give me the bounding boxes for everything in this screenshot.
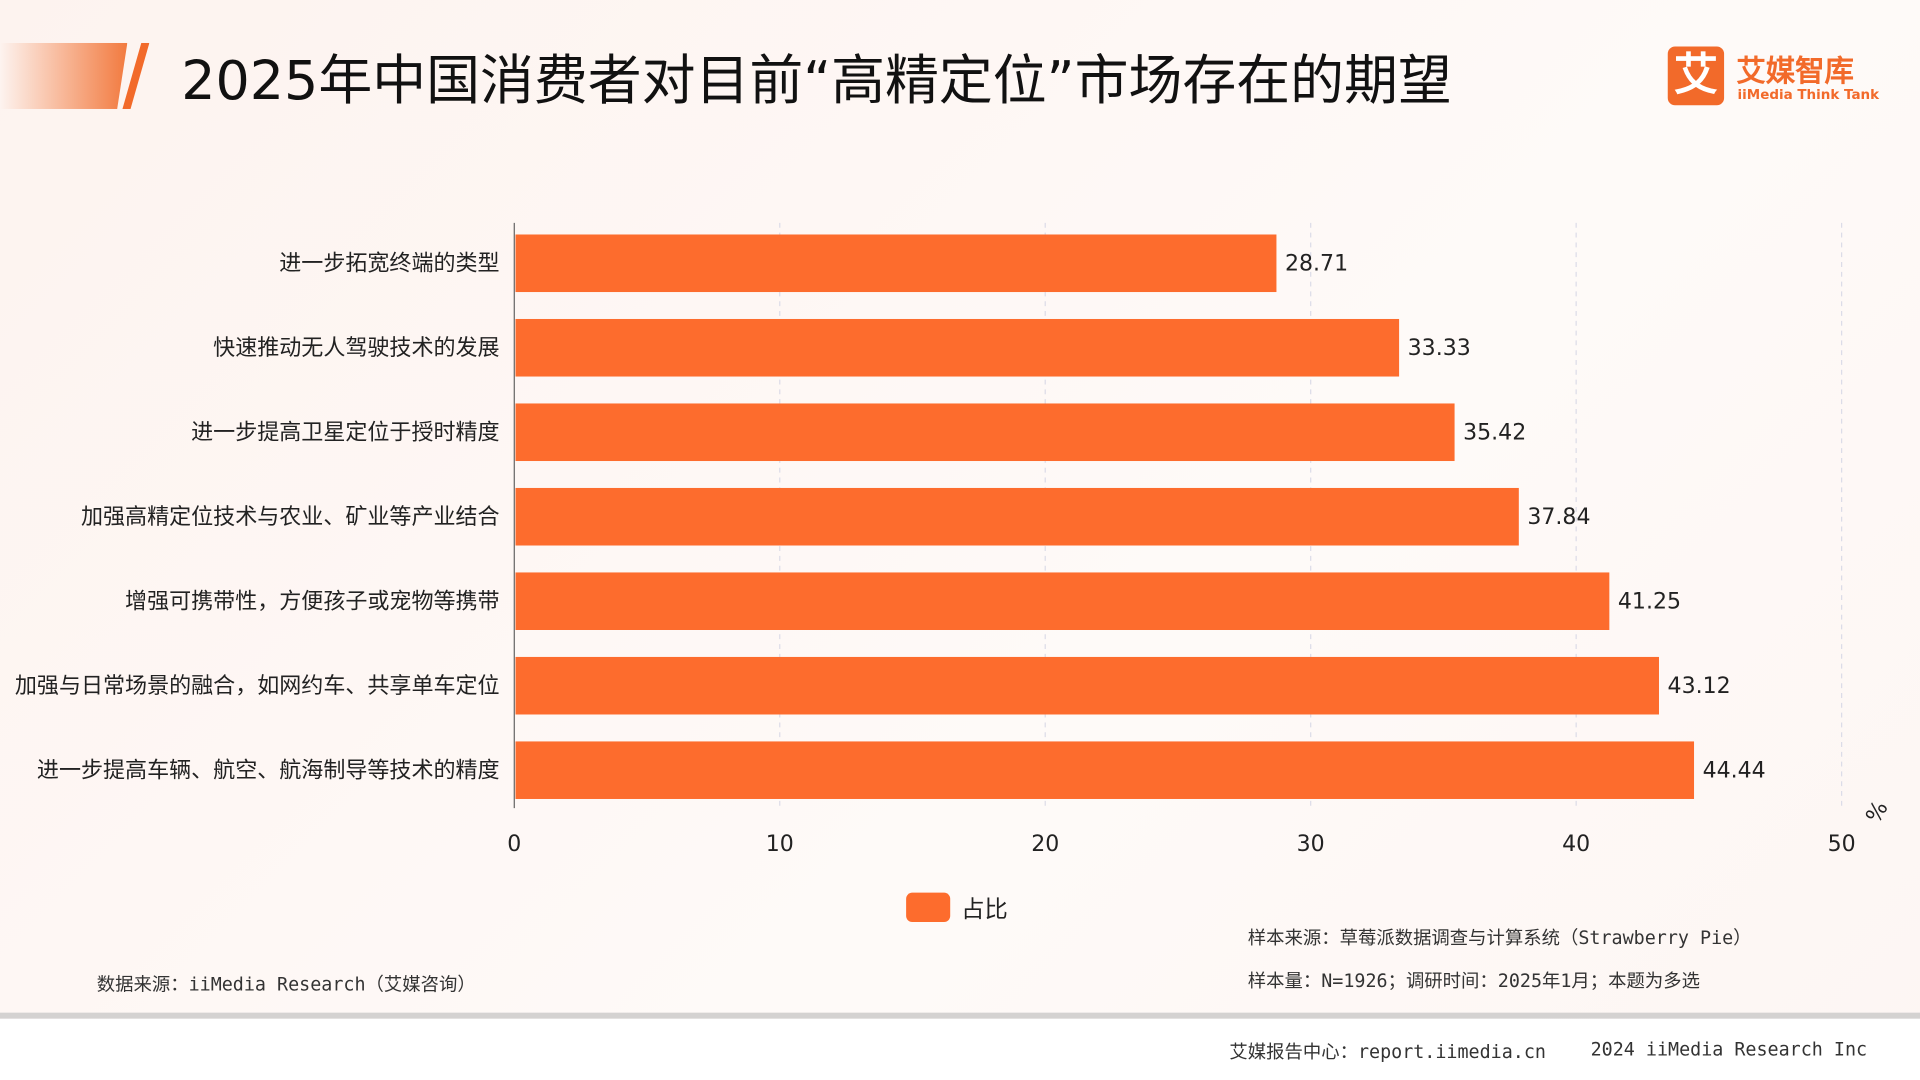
data-label: 43.12 (1668, 674, 1731, 699)
data-label: 35.42 (1463, 421, 1526, 446)
legend-swatch (906, 892, 951, 923)
page-title: 2025年中国消费者对目前“高精定位”市场存在的期望 (181, 50, 1452, 113)
bar (515, 403, 1455, 462)
data-label: 44.44 (1703, 759, 1766, 784)
category-label: 加强高精定位技术与农业、矿业等产业结合 (81, 505, 500, 530)
bar (515, 572, 1610, 631)
data-source-note: 数据来源：iiMedia Research（艾媒咨询） (96, 973, 476, 996)
sample-source-note: 样本来源：草莓派数据调查与计算系统（Strawberry Pie） (1247, 926, 1752, 949)
data-label: 28.71 (1285, 252, 1348, 277)
bar (515, 318, 1400, 377)
logo-text: 艾媒智库 (1736, 53, 1854, 89)
bar (515, 741, 1695, 799)
category-label: 进一步提高卫星定位于授时精度 (191, 421, 499, 446)
x-tick-label: 40 (1562, 832, 1590, 857)
x-unit-label: % (1862, 797, 1894, 828)
title-decoration (0, 42, 128, 109)
x-tick-label: 50 (1828, 832, 1856, 857)
category-label: 进一步拓宽终端的类型 (279, 252, 499, 277)
sample-size-note: 样本量：N=1926；调研时间：2025年1月；本题为多选 (1247, 969, 1701, 992)
bar-chart: 0 10 20 30 40 50% 进一步拓宽终端的类型 28.71 快速推动无人驾驶技术的发展… (15, 222, 1894, 857)
x-tick-label: 30 (1297, 832, 1325, 857)
category-label: 进一步提高车辆、航空、航海制导等技术的精度 (37, 759, 500, 784)
logo-icon: 艾 (1667, 46, 1725, 106)
bar (515, 656, 1659, 715)
legend-label: 占比 (961, 896, 1008, 924)
x-tick-label: 10 (766, 832, 794, 857)
logo-subtext: iiMedia Think Tank (1737, 86, 1880, 103)
x-tick-label: 0 (507, 832, 521, 857)
footer-divider (0, 1012, 1920, 1019)
category-label: 加强与日常场景的融合，如网约车、共享单车定位 (15, 674, 500, 699)
data-label: 37.84 (1527, 505, 1590, 530)
footer (0, 1018, 1920, 1080)
footer-copyright: 2024 iiMedia Research Inc (1590, 1038, 1868, 1061)
data-label: 33.33 (1408, 336, 1471, 361)
category-label: 快速推动无人驾驶技术的发展 (213, 336, 499, 361)
bar (515, 487, 1519, 546)
category-label: 增强可携带性，方便孩子或宠物等携带 (125, 590, 500, 615)
data-label: 41.25 (1618, 590, 1681, 615)
bar (515, 234, 1277, 293)
x-tick-label: 20 (1031, 832, 1059, 857)
footer-report-center: 艾媒报告中心：report.iimedia.cn (1229, 1040, 1546, 1063)
